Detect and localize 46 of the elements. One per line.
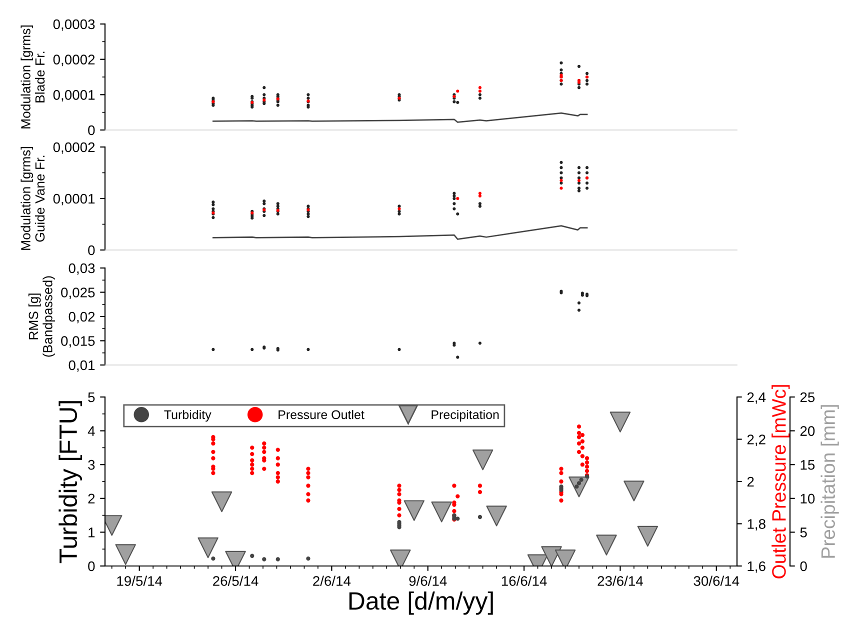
y-tick-label: 0 bbox=[88, 561, 95, 572]
y-tick-label: 5 bbox=[88, 392, 95, 402]
y2-tick-label: 1,8 bbox=[748, 519, 766, 531]
y2-tick-label: 2 bbox=[747, 476, 754, 487]
y-axis-title: Turbidity [FTU] bbox=[58, 401, 82, 564]
y-tick-label: 0,025 bbox=[61, 288, 95, 300]
y-axis-title: Modulation [grms] Guide Vane Fr. bbox=[20, 147, 45, 250]
y-tick-label: 0,0002 bbox=[53, 142, 95, 154]
y-tick-label: 0,02 bbox=[68, 312, 95, 324]
y3-tick-label: 15 bbox=[800, 460, 815, 470]
y-tick-label: 3 bbox=[88, 460, 95, 470]
y3-axis-title: Precipitation [mm] bbox=[820, 405, 839, 558]
x-tick-label: 23/6/14 bbox=[598, 576, 643, 586]
y-axis-title: Modulation [grms] Blade Fr. bbox=[20, 26, 45, 128]
y-tick-label: 0,01 bbox=[68, 360, 95, 372]
y2-axis-title: Outlet Pressure [mWc] bbox=[772, 385, 790, 578]
y-axis-title: RMS [g] (Bandpassed) bbox=[28, 276, 55, 357]
y3-tick-label: 0 bbox=[800, 561, 807, 572]
y3-tick-label: 10 bbox=[800, 494, 815, 504]
y-tick-label: 0,0001 bbox=[53, 194, 95, 206]
x-tick-label: 19/5/14 bbox=[117, 576, 162, 586]
legend-label: Pressure Outlet bbox=[278, 410, 364, 420]
y-tick-label: 1 bbox=[88, 528, 95, 538]
y-tick-label: 0 bbox=[88, 245, 95, 256]
y-tick-label: 4 bbox=[88, 426, 95, 436]
y-tick-label: 2 bbox=[88, 494, 95, 504]
x-axis-title: Date [d/m/yy] bbox=[349, 591, 493, 615]
x-tick-label: 2/6/14 bbox=[313, 576, 351, 586]
y3-tick-label: 5 bbox=[800, 528, 807, 538]
y-tick-label: 0,0002 bbox=[53, 54, 95, 66]
y-tick-label: 0,0003 bbox=[53, 19, 95, 31]
legend-label: Turbidity bbox=[164, 410, 212, 422]
y2-tick-label: 2,4 bbox=[747, 392, 766, 404]
y-tick-label: 0 bbox=[88, 125, 95, 136]
y3-tick-label: 25 bbox=[800, 392, 815, 402]
y2-tick-label: 2,2 bbox=[747, 434, 766, 446]
y-tick-label: 0,03 bbox=[68, 263, 95, 275]
y-tick-label: 0,015 bbox=[61, 336, 95, 348]
y-tick-label: 0,0001 bbox=[53, 90, 95, 102]
x-tick-label: 30/6/14 bbox=[694, 576, 740, 586]
legend-label: Precipitation bbox=[432, 410, 499, 422]
x-tick-label: 16/6/14 bbox=[502, 576, 547, 586]
y2-tick-label: 1,6 bbox=[748, 561, 766, 573]
y3-tick-label: 20 bbox=[800, 426, 815, 436]
x-tick-label: 9/6/14 bbox=[409, 576, 447, 586]
x-tick-label: 26/5/14 bbox=[213, 576, 258, 586]
